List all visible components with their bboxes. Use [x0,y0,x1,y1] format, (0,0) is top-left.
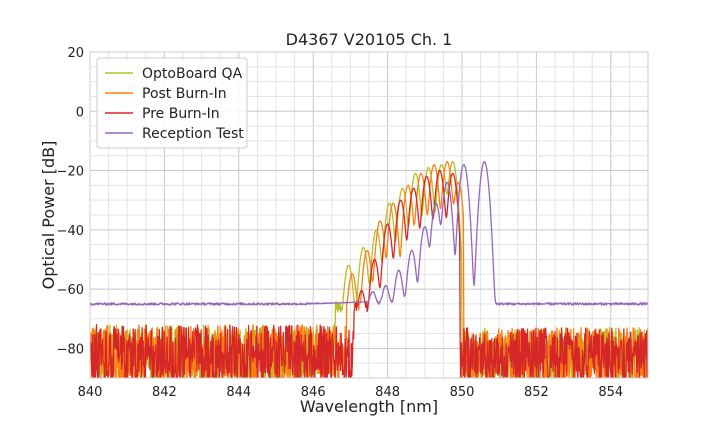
x-tick-label: 848 [375,385,400,400]
legend-label: Reception Test [142,126,244,142]
y-axis-label: Optical Power [dB] [39,141,58,290]
series-line-pre-burn-in [90,169,648,378]
x-tick-label: 842 [152,385,177,400]
legend-label: Pre Burn-In [142,106,220,122]
x-tick-labels: 840 842 844 846 848 850 852 854 [78,385,624,400]
y-tick-label: −20 [57,165,84,180]
series-line-reception-test [90,161,648,306]
x-tick-label: 840 [78,385,103,400]
x-axis-label: Wavelength [nm] [300,397,438,416]
y-tick-label: −80 [57,342,84,357]
plot-traces [90,161,648,378]
y-tick-labels: −80 −60 −40 −20 0 20 [57,46,84,357]
x-tick-label: 854 [598,385,623,400]
legend: OptoBoard QA Post Burn-In Pre Burn-In Recep… [96,57,248,149]
legend-label: Post Burn-In [142,86,227,102]
y-tick-label: −60 [57,283,84,298]
legend-label: OptoBoard QA [142,66,243,82]
y-tick-label: 20 [67,46,84,61]
legend-box [96,57,248,149]
plot-frame [89,51,649,379]
x-tick-label: 850 [450,385,475,400]
y-tick-label: −40 [57,224,84,239]
y-tick-label: 0 [76,105,84,120]
chart-title: D4367 V20105 Ch. 1 [286,30,453,49]
x-tick-label: 846 [301,385,326,400]
x-tick-label: 852 [524,385,549,400]
x-tick-label: 844 [226,385,251,400]
